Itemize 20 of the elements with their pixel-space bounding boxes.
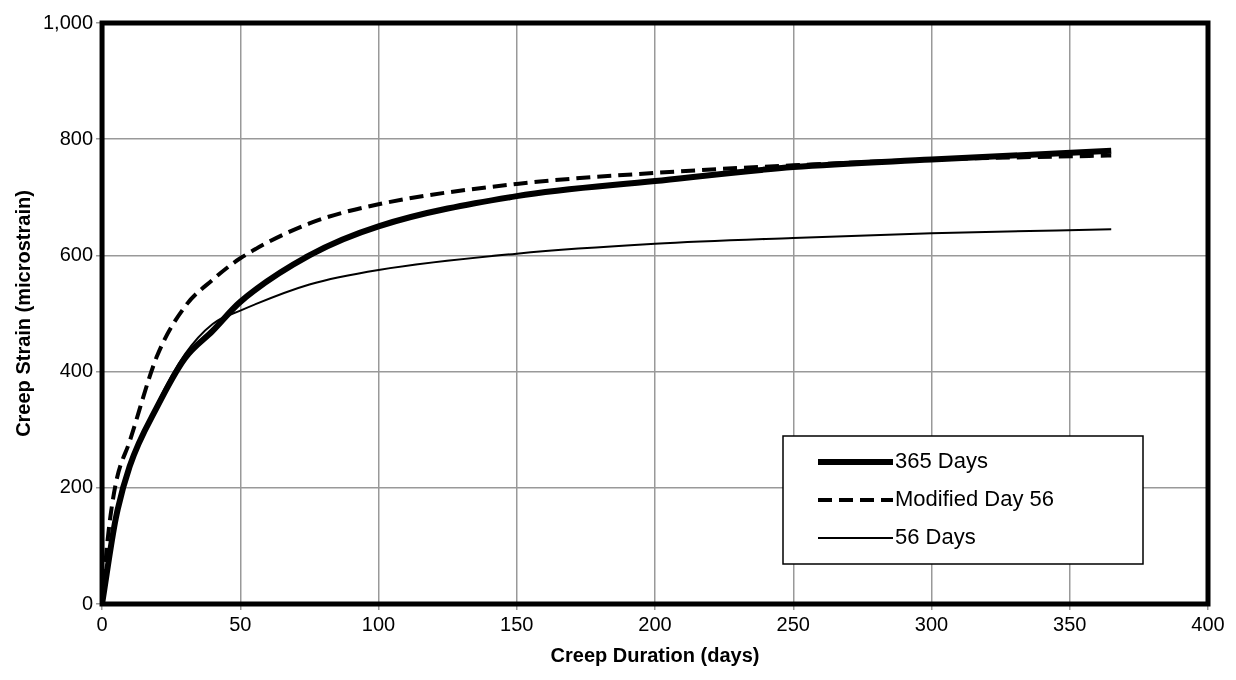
x-axis-title: Creep Duration (days) — [550, 643, 760, 666]
x-tick-label: 200 — [638, 612, 672, 635]
x-tick-label: 350 — [1053, 612, 1087, 635]
legend-label: 365 Days — [895, 448, 988, 474]
x-tick-label: 100 — [361, 612, 396, 635]
x-tick-label: 150 — [500, 612, 534, 635]
y-tick-label: 400 — [59, 359, 94, 382]
y-tick-label: 800 — [59, 126, 94, 149]
legend-label: Modified Day 56 — [895, 486, 1054, 512]
legend-label: 56 Days — [895, 524, 976, 550]
x-tick-label: 0 — [96, 612, 108, 635]
x-tick-label: 250 — [776, 612, 810, 635]
x-tick-label: 300 — [914, 612, 949, 635]
y-tick-label: 600 — [59, 242, 94, 265]
y-tick-label: 0 — [81, 591, 94, 614]
x-tick-label: 400 — [1191, 612, 1225, 635]
y-tick-label: 1,000 — [42, 10, 94, 33]
x-tick-label: 50 — [229, 612, 252, 635]
y-tick-label: 200 — [59, 475, 94, 498]
y-axis-title: Creep Strain (microstrain) — [11, 190, 34, 437]
